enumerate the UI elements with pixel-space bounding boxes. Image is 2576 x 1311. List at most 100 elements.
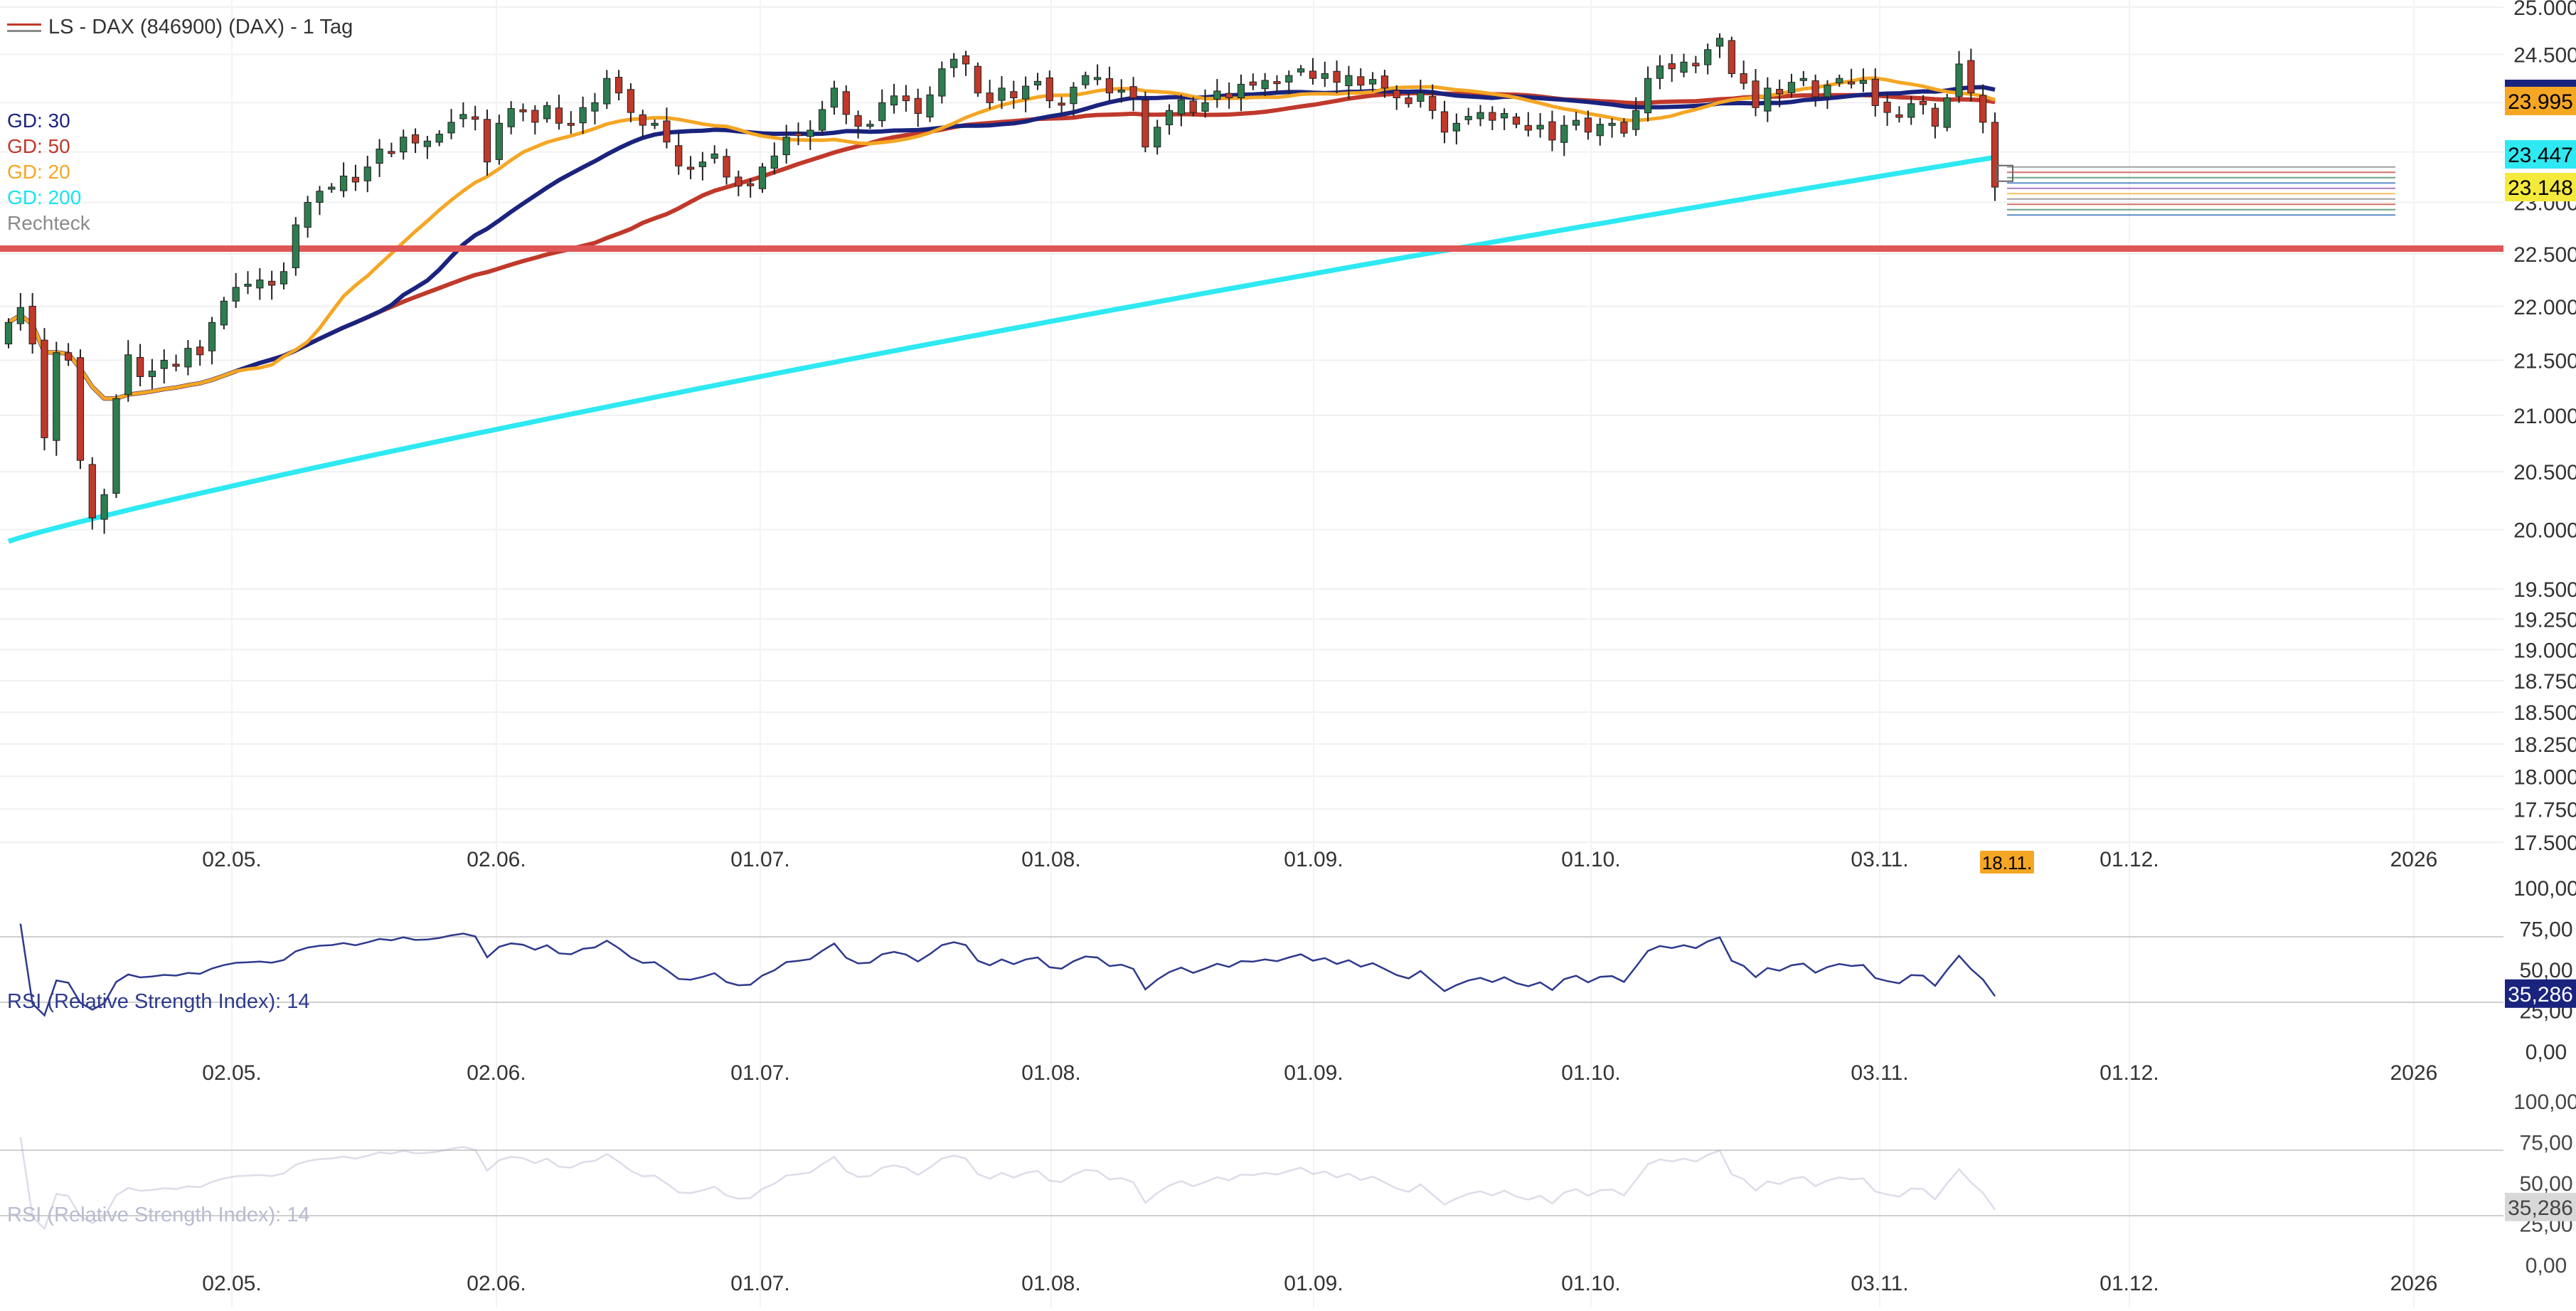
candle-body: [1979, 95, 1987, 123]
candle-body: [16, 307, 24, 324]
candle-body: [543, 105, 551, 120]
candle-body: [1201, 102, 1209, 112]
candle-body: [998, 87, 1006, 101]
series-symbol-icon: [7, 23, 41, 33]
time-tick-label: 01.08.: [1021, 1272, 1080, 1295]
time-tick-label: 2026: [2390, 1061, 2438, 1085]
candle-body: [1117, 90, 1125, 93]
candle-body: [1692, 63, 1700, 67]
candle-body: [1560, 124, 1568, 143]
time-tick-label: 01.12.: [2099, 1272, 2159, 1295]
time-tick-label: 02.06.: [467, 1061, 526, 1085]
candle-body: [1189, 100, 1197, 113]
candle-body: [710, 153, 718, 159]
candle-body: [1225, 92, 1233, 99]
candle-body: [747, 183, 755, 186]
candle-body: [1895, 114, 1903, 118]
rsi-tick-label: 100,00: [2513, 877, 2576, 901]
candle-body: [411, 134, 420, 144]
time-tick-label: 01.07.: [730, 1061, 789, 1085]
candle-body: [196, 346, 204, 356]
candle-body: [519, 109, 527, 112]
time-tick-label: 02.05.: [202, 1061, 261, 1085]
candle-body: [1489, 112, 1496, 121]
candle-body: [758, 166, 767, 189]
price-tick-label: 22.000: [2513, 296, 2576, 319]
candle-body: [447, 122, 455, 134]
candle-body: [292, 224, 299, 268]
candles: [4, 33, 1999, 534]
candle-body: [914, 97, 922, 114]
candle-body: [1405, 97, 1412, 105]
candle-body: [818, 109, 826, 131]
candle-body: [1213, 90, 1221, 100]
time-tick-label: 01.12.: [2099, 1061, 2159, 1085]
legend-gd50[interactable]: GD: 50: [7, 135, 70, 157]
candle-body: [220, 300, 228, 326]
legend-gd200[interactable]: GD: 200: [7, 186, 82, 208]
candle-body: [735, 176, 743, 187]
candle-body: [603, 78, 611, 105]
candle-body: [627, 89, 635, 113]
rsi-value-text: 35,286: [2508, 983, 2573, 1007]
time-tick-label: 03.11.: [1851, 1061, 1908, 1085]
time-tick-label: 02.06.: [467, 848, 526, 871]
candle-body: [472, 116, 479, 120]
candle-body: [316, 191, 324, 203]
chart-title-text: LS - DAX (846900) (DAX) - 1 Tag: [48, 16, 353, 38]
price-label-text: 23.447: [2508, 144, 2573, 167]
candle-body: [1261, 80, 1269, 90]
time-tick-label: 03.11.: [1851, 848, 1908, 871]
candle-body: [1632, 110, 1640, 130]
price-tick-label: 20.000: [2513, 519, 2576, 542]
time-tick-label: 01.10.: [1561, 848, 1620, 871]
rectangle-handle: [1996, 164, 2013, 182]
candle-body: [1512, 116, 1521, 125]
price-tick-label: 19.000: [2513, 639, 2576, 662]
candle-body: [878, 102, 886, 122]
price-label-badge: [2505, 140, 2576, 169]
candle-body: [1680, 61, 1688, 73]
candle-body: [974, 65, 981, 94]
time-tick-label: 01.12.: [2099, 848, 2159, 871]
legend-gd30[interactable]: GD: 30: [7, 110, 70, 132]
rsi-tick-label: 50,00: [2519, 959, 2572, 982]
candle-body: [675, 145, 683, 166]
candle-body: [1811, 80, 1819, 97]
candle-body: [1799, 78, 1807, 81]
price-tick-label: 19.500: [2513, 578, 2576, 602]
candle-body: [1536, 124, 1544, 129]
price-tick-label: 17.500: [2513, 832, 2576, 855]
candle-body: [1524, 124, 1532, 131]
rsi-tick-label: 50,00: [2519, 1172, 2572, 1196]
price-label-badge: [2505, 87, 2576, 115]
candle-body: [1357, 76, 1365, 86]
candle-body: [1093, 77, 1102, 80]
candle-body: [854, 115, 862, 127]
legend-rechteck[interactable]: Rechteck: [7, 212, 90, 234]
candle-body: [1165, 110, 1173, 126]
candle-body: [172, 363, 180, 367]
candle-body: [555, 107, 563, 124]
candle-body: [208, 322, 216, 351]
time-tick-label: 01.09.: [1284, 1272, 1343, 1295]
candle-body: [567, 122, 575, 126]
candle-body: [100, 494, 108, 520]
candle-body: [1548, 121, 1556, 141]
candle-body: [663, 120, 671, 143]
time-tick-label: 01.09.: [1284, 848, 1343, 871]
candle-body: [1452, 122, 1460, 132]
candle-body: [1129, 86, 1137, 99]
candle-body: [1368, 79, 1377, 85]
time-tick-label: 01.09.: [1284, 1061, 1343, 1085]
candle-body: [507, 108, 515, 127]
candle-body: [1931, 107, 1939, 127]
candle-body: [1393, 90, 1400, 99]
price-tick-label: 24.500: [2513, 43, 2576, 67]
candle-body: [1476, 112, 1484, 120]
legend-gd20[interactable]: GD: 20: [7, 161, 70, 183]
price-tick-label: 18.000: [2513, 765, 2576, 789]
candle-body: [64, 352, 73, 361]
candle-body: [1907, 103, 1915, 118]
